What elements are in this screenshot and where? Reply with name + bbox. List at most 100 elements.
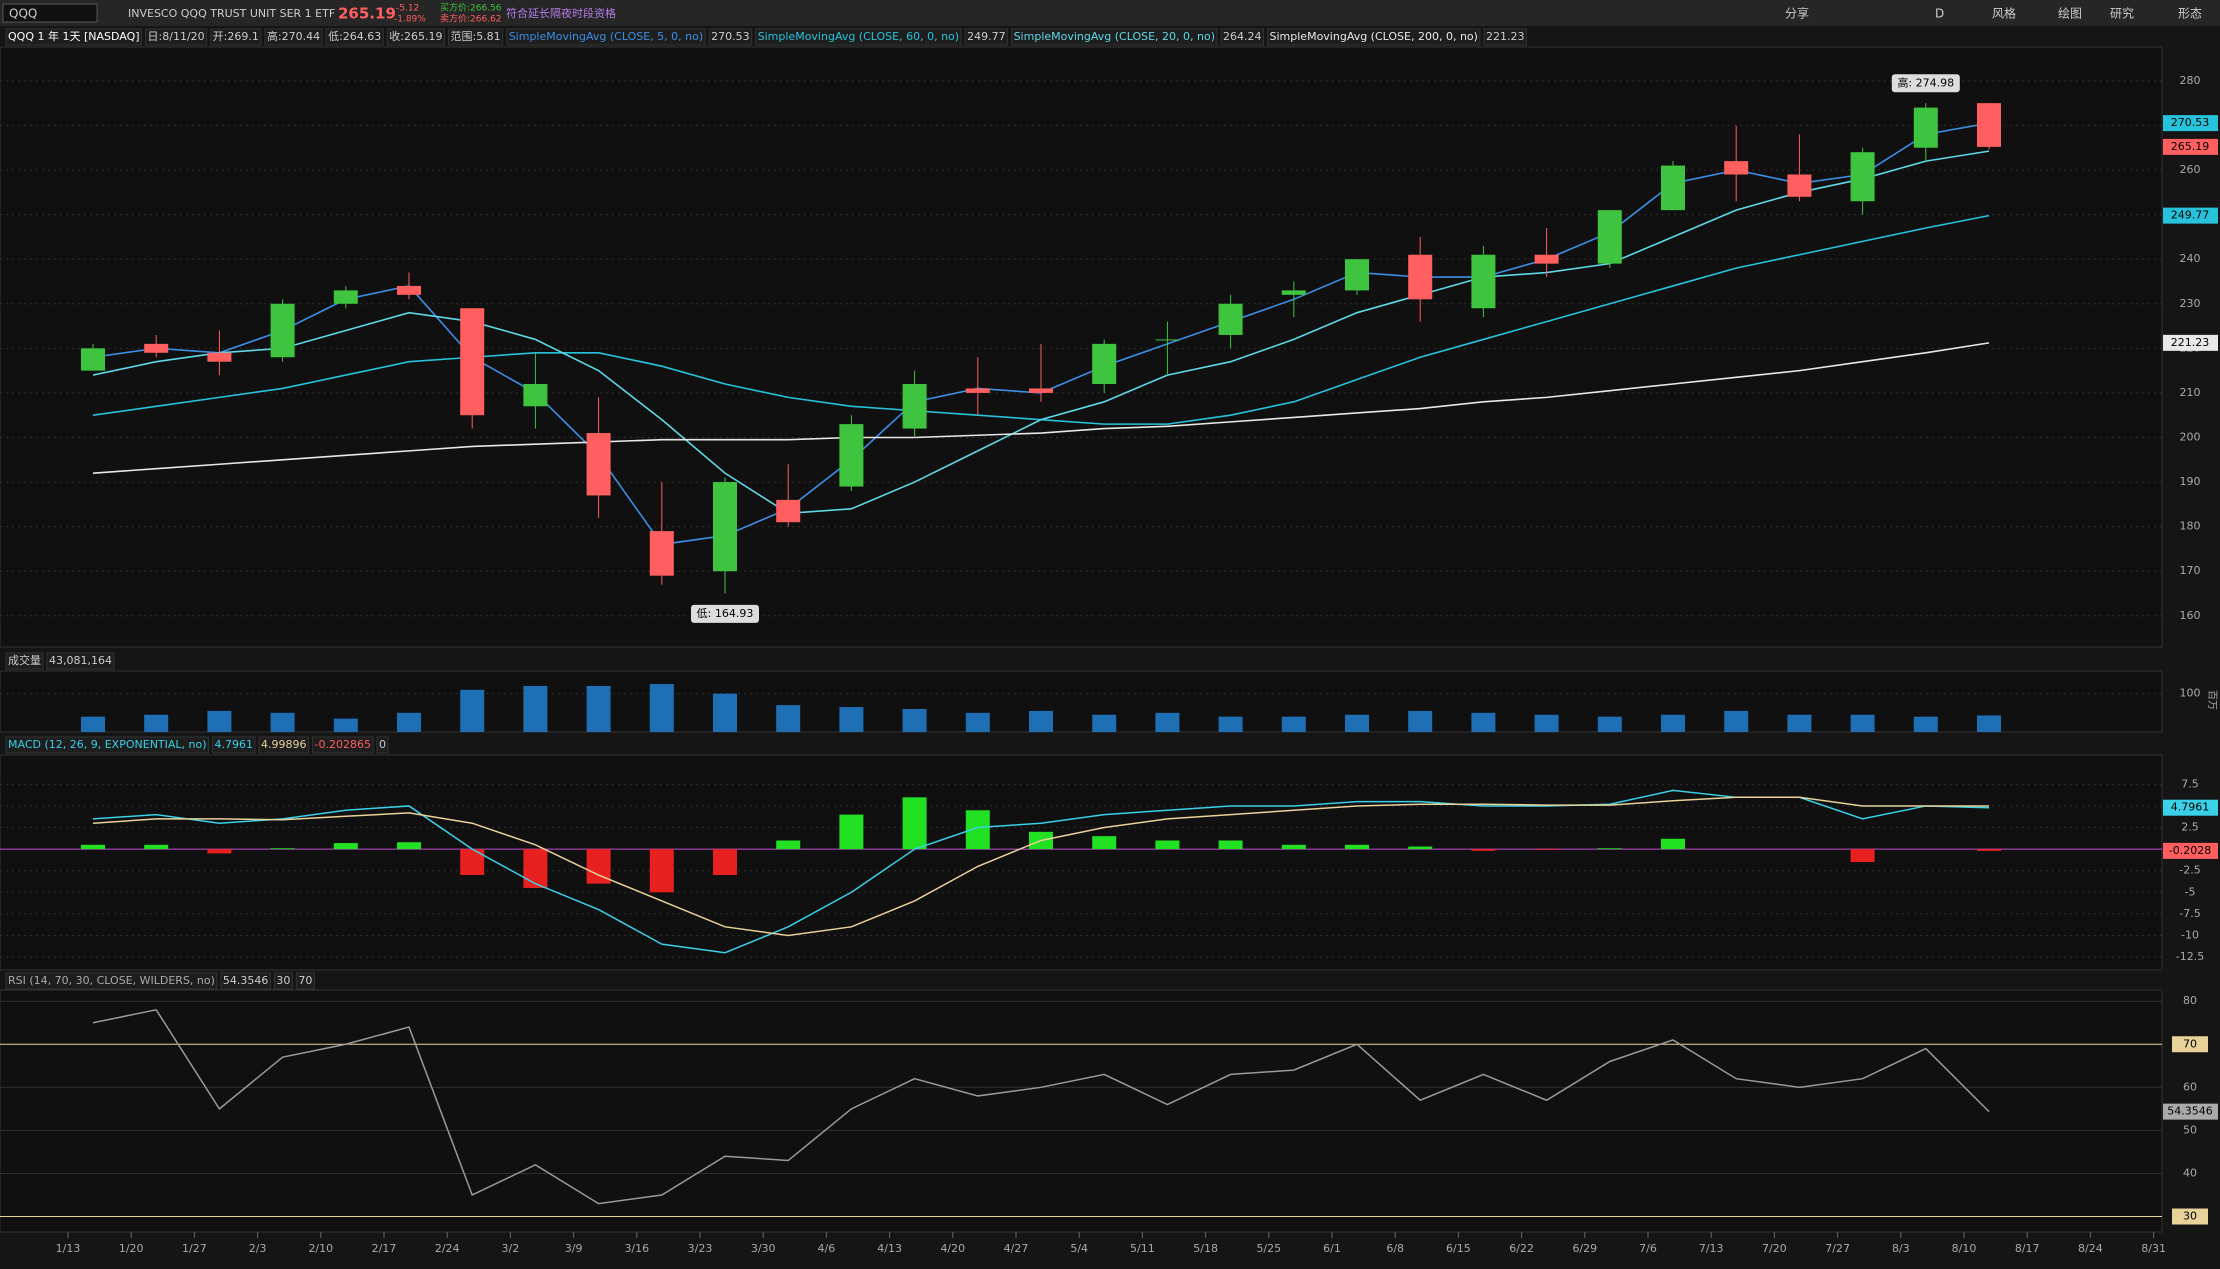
macd-histogram [1597,848,1622,850]
x-tick-label: 7/13 [1699,1242,1724,1255]
x-tick-label: 6/15 [1446,1242,1471,1255]
x-tick-label: 3/23 [688,1242,713,1255]
axis-marker-label: 221.23 [2171,336,2210,349]
volume-bar [902,708,927,732]
volume-bar [523,685,548,732]
study-value: 264.24 [1223,30,1262,43]
level-box [2172,1208,2208,1225]
study-value: 4.7961 [215,738,254,751]
macd-histogram [713,849,737,876]
x-tick-label: 3/2 [502,1242,520,1255]
study-name-box [1267,28,1481,46]
y-tick-label: 2.5 [2181,821,2199,834]
y-tick-label: 7.5 [2181,777,2199,790]
study-value: 4.99896 [261,738,307,751]
level-box [2172,1036,2208,1053]
x-tick-label: 3/30 [751,1242,776,1255]
study-value-box [220,972,271,990]
candle-body [144,343,169,353]
axis-marker [2163,138,2218,155]
study-value: 54.3546 [223,974,269,987]
ohlc-field-box [386,28,445,46]
volume-bar [1534,714,1559,732]
volume-bar [965,712,990,732]
volume-bar [1218,716,1243,732]
study-name: SimpleMovingAvg (CLOSE, 200, 0, no) [1270,30,1478,43]
macd-histogram [1661,838,1685,850]
volume-bar [776,705,801,732]
y-tick-label: 100 [2180,687,2201,700]
macd-avg-line [92,796,1990,937]
y-tick-label: 240 [2180,252,2201,265]
x-tick-label: 8/24 [2078,1242,2103,1255]
x-tick-label: 8/31 [2141,1242,2166,1255]
macd-histogram [1534,849,1559,850]
study-value-box [1220,28,1265,46]
volume-bar [1471,712,1496,732]
x-tick-label: 5/11 [1130,1242,1155,1255]
bid: 买方价:266.56 [440,2,502,14]
volume-bar [649,684,674,732]
study-value: 43,081,164 [49,654,112,667]
moving-average [92,342,1990,474]
toolbar-button[interactable]: 形态 [2178,7,2202,21]
study-name-box [5,972,218,990]
candle-body [1029,388,1053,393]
x-tick-label: 7/27 [1825,1242,1850,1255]
volume-bar [839,707,864,732]
macd-histogram [839,814,864,850]
study-name: RSI (14, 70, 30, CLOSE, WILDERS, no) [8,974,215,987]
study-value: 249.77 [967,30,1006,43]
axis-marker-label: 265.19 [2171,140,2210,153]
x-tick-label: 4/6 [818,1242,836,1255]
ohlc-field-box [325,28,384,46]
toolbar [0,0,2220,26]
toolbar-button[interactable]: 分享 [1785,6,1809,21]
toolbar-button[interactable]: 风格 [1992,6,2016,21]
macd-histogram [902,797,927,850]
study-value-box [258,736,310,754]
volume-bar [586,685,611,732]
study-value: 0 [379,738,386,751]
study-value: -0.202865 [315,738,371,751]
y-tick-label: 260 [2180,163,2201,176]
study-name-box [5,736,210,754]
study-name: SimpleMovingAvg (CLOSE, 20, 0, no) [1014,30,1215,43]
x-tick-label: 5/18 [1193,1242,1218,1255]
study-value-box [295,972,315,990]
pane [0,46,2163,648]
toolbar-button[interactable]: 研究 [2110,6,2134,21]
symbol-box[interactable] [2,3,98,23]
y-tick-label: 180 [2180,520,2201,533]
instrument-box [5,28,143,46]
rsi-line [92,1008,1990,1205]
candle-body [1977,103,2001,147]
x-tick-label: 5/4 [1070,1242,1088,1255]
candle-body [1597,210,1622,264]
x-tick-label: 6/8 [1386,1242,1404,1255]
pane [0,989,2163,1233]
candle-body [1281,290,1306,295]
study-name: SimpleMovingAvg (CLOSE, 60, 0, no) [758,30,959,43]
toolbar-button[interactable]: D [1935,7,1944,21]
candle-body [1092,343,1117,384]
study-value-box [964,28,1009,46]
volume-bar [270,712,295,732]
macd-histogram [649,849,674,893]
y-tick-label: -2.5 [2179,864,2200,877]
study-name: 成交量 [8,653,41,667]
toolbar-button[interactable]: 绘图 [2058,6,2082,21]
macd-histogram [523,849,548,888]
study-name-box [506,28,706,46]
study-name: SimpleMovingAvg (CLOSE, 5, 0, no) [509,30,703,43]
volume-bar [1850,714,1875,732]
candle-body [460,308,485,416]
macd-histogram [333,843,358,850]
macd-histogram [1092,836,1117,850]
volume-bar [1092,714,1117,732]
symbol[interactable]: QQQ [9,7,37,21]
candle-body [397,285,421,295]
y-tick-label: -10 [2181,928,2199,941]
x-tick-label: 8/17 [2015,1242,2040,1255]
pane [0,670,2163,733]
